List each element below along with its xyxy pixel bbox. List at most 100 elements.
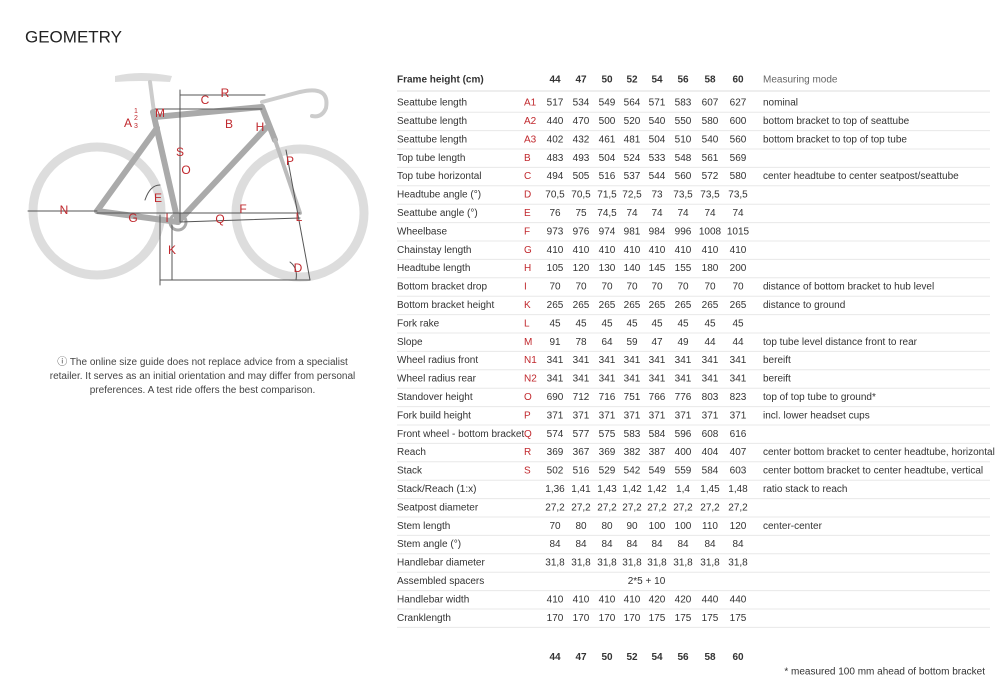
row-value: 560	[675, 171, 692, 182]
row-value: 175	[702, 613, 719, 624]
row-value: 130	[599, 263, 616, 274]
row-value: 31,8	[597, 558, 617, 569]
row-value: 341	[675, 355, 692, 366]
row-value: 996	[675, 226, 692, 237]
row-name: Chainstay length	[397, 245, 472, 256]
row-value: 265	[649, 300, 666, 311]
row-value: 84	[732, 539, 744, 550]
row-code: C	[524, 171, 531, 182]
row-value: 577	[573, 429, 590, 440]
row-value: 74	[651, 208, 663, 219]
diagram-label: I	[165, 211, 168, 225]
diagram-label: H	[256, 120, 265, 134]
header-label: Frame height (cm)	[397, 75, 484, 86]
row-mode: center headtube to center seatpost/seatt…	[763, 171, 959, 182]
diagram-label: K	[168, 243, 176, 257]
row-value: 74	[704, 208, 716, 219]
row-value: 549	[649, 466, 666, 477]
row-value: 410	[624, 245, 641, 256]
diagram-label: D	[294, 261, 303, 275]
row-value: 59	[626, 337, 638, 348]
geometry-table: Frame height (cm) 44 44 47 47 50 50 52 52 54 54 56 5…	[397, 75, 995, 663]
row-value: 31,8	[673, 558, 693, 569]
row-value: 75	[575, 208, 587, 219]
row-value: 973	[547, 226, 564, 237]
row-code: F	[524, 226, 530, 237]
row-value: 140	[624, 263, 641, 274]
row-value: 371	[675, 410, 692, 421]
row-value: 410	[599, 245, 616, 256]
row-value: 548	[675, 153, 692, 164]
row-value: 31,8	[545, 558, 565, 569]
row-value: 407	[730, 447, 747, 458]
row-value: 45	[677, 318, 689, 329]
row-value: 540	[702, 134, 719, 145]
row-value: 690	[547, 392, 564, 403]
row-value: 461	[599, 134, 616, 145]
diagram-label: R	[221, 86, 230, 100]
row-value: 341	[702, 355, 719, 366]
row-value: 27,2	[545, 502, 565, 513]
row-value: 84	[704, 539, 716, 550]
row-name: Wheel radius rear	[397, 374, 477, 385]
row-value: 74	[677, 208, 689, 219]
header-size: 58	[704, 75, 716, 86]
row-value: 175	[675, 613, 692, 624]
row-value: 584	[702, 466, 719, 477]
row-value: 607	[702, 98, 719, 109]
diagram-label: F	[239, 202, 246, 216]
row-code: K	[524, 300, 531, 311]
row-value: 608	[702, 429, 719, 440]
row-value: 27,2	[597, 502, 617, 513]
row-mode: center bottom bracket to center headtube…	[763, 447, 995, 458]
row-value: 367	[573, 447, 590, 458]
row-value: 70,5	[571, 190, 591, 201]
row-value: 70	[626, 282, 638, 293]
row-code: A1	[524, 98, 537, 109]
row-value: 341	[730, 374, 747, 385]
row-value: 27,2	[673, 502, 693, 513]
row-value: 70	[732, 282, 744, 293]
row-value: 84	[651, 539, 663, 550]
row-value: 544	[649, 171, 666, 182]
row-value: 84	[626, 539, 638, 550]
row-mode: center bottom bracket to center headtube…	[763, 466, 983, 477]
diagram-label: 3	[134, 123, 138, 130]
row-value: 175	[649, 613, 666, 624]
row-value: 70	[704, 282, 716, 293]
row-name: Seattube angle (°)	[397, 208, 478, 219]
row-name: Handlebar width	[397, 594, 469, 605]
row-value: 175	[730, 613, 747, 624]
row-value: 616	[730, 429, 747, 440]
row-value: 27,2	[728, 502, 748, 513]
row-value: 265	[675, 300, 692, 311]
row-name: Headtube angle (°)	[397, 190, 481, 201]
row-mode: bereift	[763, 355, 791, 366]
row-value: 420	[649, 594, 666, 605]
row-value: 574	[547, 429, 564, 440]
header-size: 60	[732, 75, 744, 86]
row-value: 74	[732, 208, 744, 219]
row-value: 73,5	[728, 190, 748, 201]
diagram-label: B	[225, 117, 233, 131]
row-value: 369	[547, 447, 564, 458]
row-mode: top tube level distance front to rear	[763, 337, 918, 348]
row-value: 70	[549, 521, 561, 532]
row-value: 84	[601, 539, 613, 550]
footer-size: 44	[549, 652, 561, 663]
row-value: 84	[549, 539, 561, 550]
row-value: 265	[599, 300, 616, 311]
header-size: 54	[651, 75, 663, 86]
row-value: 265	[702, 300, 719, 311]
row-value: 341	[675, 374, 692, 385]
row-value: 371	[573, 410, 590, 421]
row-value: 45	[601, 318, 613, 329]
row-code: N2	[524, 374, 537, 385]
row-code: E	[524, 208, 531, 219]
row-name: Top tube horizontal	[397, 171, 482, 182]
row-code: O	[524, 392, 532, 403]
row-value: 73,5	[700, 190, 720, 201]
row-name: Seattube length	[397, 98, 467, 109]
